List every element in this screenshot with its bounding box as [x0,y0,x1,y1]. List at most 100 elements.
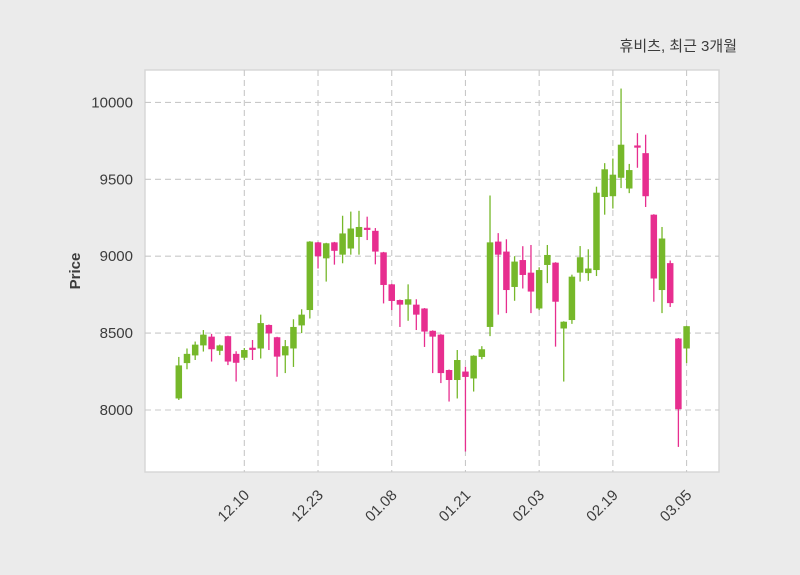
candle-down [462,366,469,452]
candle-body [290,326,297,349]
candle-body [437,334,445,374]
candle-down [642,134,649,207]
candle-down [552,262,559,347]
candle-body [634,145,641,148]
candle-down [388,283,395,311]
candle-up [290,319,297,367]
candle-body [241,350,248,358]
plot-area [144,69,720,473]
candle-down [232,351,240,382]
candle-up [355,210,363,255]
candle-body [421,308,428,332]
candle-body [454,360,461,381]
candle-down [429,330,436,374]
candle-up [200,330,207,352]
candle-up [404,284,412,321]
candle-body [617,144,625,178]
candle-body [486,242,494,327]
candle-down [527,244,535,314]
y-tick-label: 8000 [100,402,133,419]
candle-body [593,192,600,271]
chart-title: 휴비츠, 최근 3개월 [620,38,737,55]
candle-up [454,350,461,399]
candle-up [298,309,305,334]
candle-body [658,238,666,291]
candle-body [191,344,199,356]
candle-body [626,170,633,189]
candle-body [232,353,240,363]
candle-down [437,334,445,384]
candle-body [650,214,658,279]
candle-down [666,260,674,307]
candle-body [683,326,690,349]
candle-down [208,333,215,362]
candle-up [191,341,199,361]
candle-down [363,216,371,241]
candle-up [544,244,551,284]
candle-body [265,324,273,334]
y-tick-label: 8500 [100,325,133,342]
candle-body [511,261,518,287]
candle-down [273,336,281,377]
candle-up [511,256,518,301]
candle-up [339,215,346,264]
candle-up [568,274,576,324]
candle-body [175,365,183,399]
candle-down [396,299,404,327]
candle-body [552,262,559,302]
candle-down [380,251,387,304]
candle-body [339,233,346,255]
candle-up [609,158,617,209]
candle-up [478,346,486,360]
candle-body [601,169,608,197]
candle-up [601,163,608,215]
candle-up [322,242,330,282]
candle-down [413,299,420,331]
candle-down [634,133,641,168]
candle-body [298,314,305,326]
candle-up [306,241,314,319]
candle-up [183,348,191,370]
candle-body [322,243,330,259]
candles [175,88,690,452]
candle-body [347,228,355,249]
candle-up [257,314,264,359]
candle-body [216,345,223,351]
candle-body [282,346,289,356]
candle-body [396,300,404,305]
candle-body [527,272,535,292]
candle-body [404,299,412,305]
candle-body [249,347,256,350]
candle-body [585,268,592,274]
candle-down [224,335,232,366]
candle-down [314,241,322,269]
candle-up [470,355,477,392]
candle-up [658,226,666,314]
candle-body [609,174,617,197]
candle-body [183,353,191,364]
candle-up [585,249,592,281]
gridlines [145,70,719,472]
candle-body [544,254,551,265]
candle-body [666,263,674,304]
candle-up [347,211,355,255]
candle-body [388,284,395,301]
candle-up [216,344,223,356]
candle-body [372,230,379,252]
candle-down [445,369,453,402]
candle-body [413,304,420,315]
candle-down [331,241,338,265]
y-tick-label: 9500 [100,171,133,188]
candle-up [175,356,183,401]
candle-up [617,88,625,189]
candle-down [503,239,510,314]
candle-body [470,355,477,379]
candle-body [331,242,338,251]
candle-down [650,214,658,302]
candle-body [642,153,649,197]
y-tick-label: 10000 [91,94,133,111]
candle-down [494,233,502,315]
y-axis-ticks: 8000 8500 9000 9500 10000 [91,94,133,419]
